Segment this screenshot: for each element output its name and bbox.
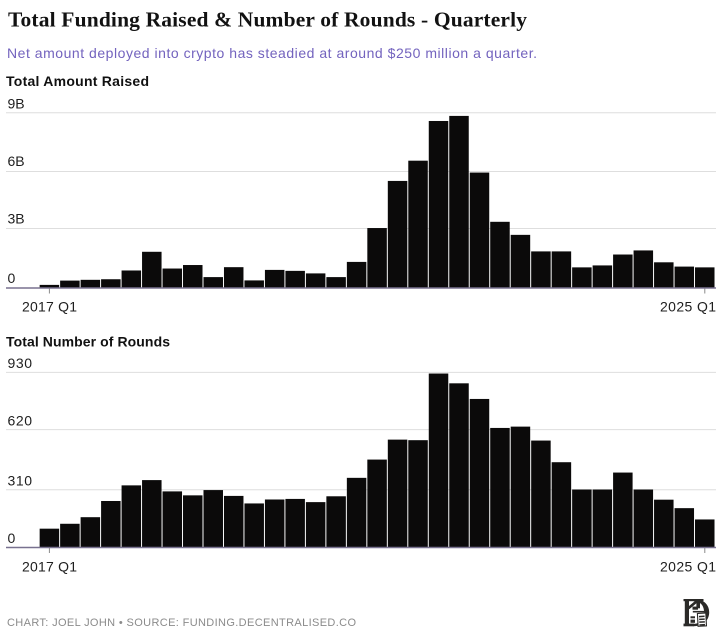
svg-text:3B: 3B [8, 211, 25, 227]
svg-text:2025 Q1: 2025 Q1 [660, 299, 716, 315]
svg-text:2025 Q1: 2025 Q1 [660, 558, 716, 574]
svg-text:930: 930 [8, 355, 33, 371]
svg-text:Total Funding Raised & Number: Total Funding Raised & Number of Rounds … [8, 8, 527, 32]
svg-text:0: 0 [8, 270, 16, 286]
svg-text:620: 620 [8, 412, 33, 428]
svg-text:2017 Q1: 2017 Q1 [22, 299, 77, 315]
svg-text:Total Amount Raised: Total Amount Raised [6, 73, 149, 89]
svg-text:0: 0 [8, 530, 16, 546]
svg-text:CHART: JOEL JOHN • SOURCE: FUN: CHART: JOEL JOHN • SOURCE: FUNDING.DECEN… [7, 617, 356, 629]
svg-text:2017 Q1: 2017 Q1 [22, 558, 77, 574]
svg-text:6B: 6B [8, 153, 25, 169]
svg-text:9B: 9B [8, 95, 25, 111]
svg-text:Total Number of Rounds: Total Number of Rounds [6, 334, 170, 350]
svg-text:310: 310 [8, 473, 33, 489]
svg-text:Net amount deployed into crypt: Net amount deployed into crypto has stea… [7, 45, 537, 61]
